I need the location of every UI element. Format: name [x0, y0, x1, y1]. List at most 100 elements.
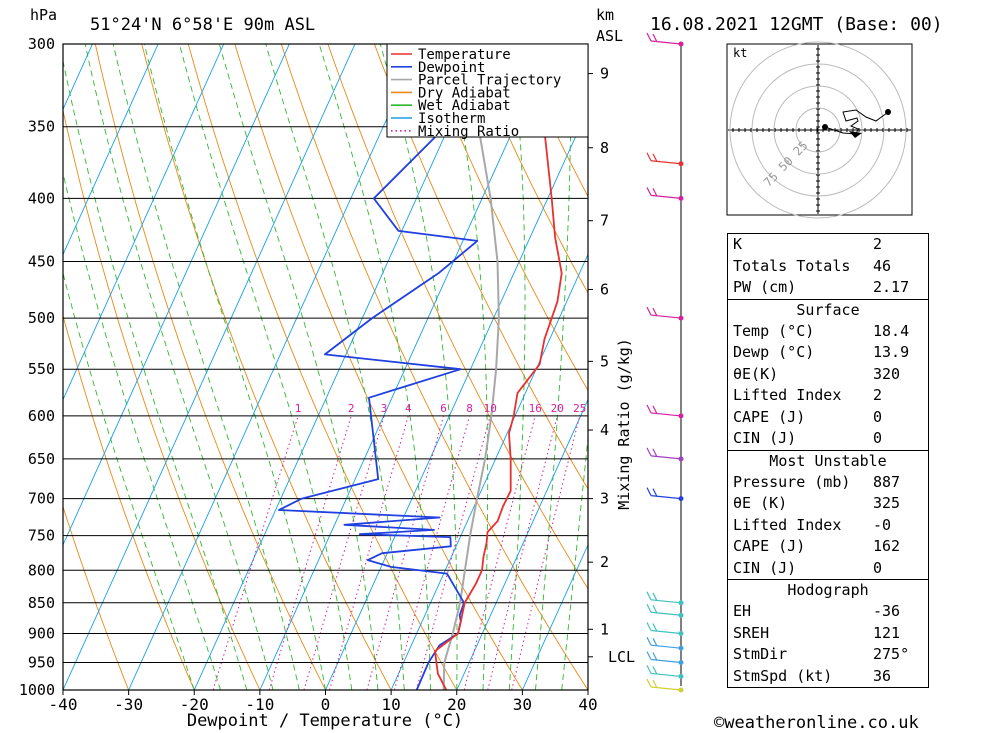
pressure-tick-label: 500 [28, 309, 55, 327]
pressure-tick-label: 550 [28, 360, 55, 378]
index-row: CAPE (J) 0 [728, 407, 928, 429]
wind-barb-dot [678, 496, 684, 502]
x-axis-title: Dewpoint / Temperature (°C) [187, 711, 463, 731]
height-axis: 9 8 7 6 5 4 3 2 1 LCL [588, 65, 635, 666]
legend-label: Dry Adiabat [418, 85, 511, 101]
wind-barb-feather [646, 591, 652, 601]
pressure-unit-label: hPa [30, 6, 57, 24]
wind-barb-feather [646, 678, 652, 688]
index-value: -36 [873, 602, 901, 620]
wind-barb-feather [646, 404, 652, 414]
wet-adiabat [112, 44, 300, 690]
index-row: SREH 121 [728, 623, 928, 645]
index-label: PW (cm) [733, 278, 797, 296]
isotherm [63, 44, 159, 256]
mixing-ratio-label: 4 [405, 402, 412, 415]
wind-barb-feather [646, 447, 652, 457]
wind-barb-feather [646, 665, 652, 674]
pressure-tick-label: 1000 [19, 681, 55, 699]
isotherm [325, 108, 588, 690]
hodograph-start-dot [822, 124, 828, 130]
mixing-ratio-label: 3 [381, 402, 388, 415]
index-value: 18.4 [873, 321, 910, 340]
mixing-ratio-label: 20 [551, 402, 564, 415]
x-tick-label: 20 [447, 695, 466, 714]
mixing-ratio-label: 8 [466, 402, 473, 415]
mixing-ratio-labels: 1 2 3 4 6 8 10 16 20 25 [295, 402, 587, 415]
mixing-ratio-line [212, 415, 299, 690]
wind-barb-feather [646, 306, 652, 316]
isobar-lines [63, 43, 588, 691]
index-label: CAPE (J) [733, 537, 806, 555]
index-row: CIN (J) 0 [728, 558, 928, 580]
legend-box [386, 43, 589, 138]
mixing-ratio-line [329, 415, 409, 690]
wind-barb-dot [678, 315, 684, 321]
dry-adiabat [466, 44, 588, 295]
wet-adiabat [318, 44, 431, 690]
wind-barb-dot [678, 612, 684, 618]
wind-barbs [646, 32, 684, 693]
pressure-axis: 300 350 400 450 500 550 600 650 700 750 800 850 900 9… [19, 35, 55, 699]
index-row: Temp (°C) 18.4 [728, 321, 928, 343]
wind-barb-feather [652, 33, 658, 43]
index-row: CAPE (J) 162 [728, 536, 928, 558]
wind-barb-dot [678, 630, 684, 636]
index-row: StmDir 275° [728, 644, 928, 666]
wind-barb-feather [652, 405, 658, 415]
wet-adiabat [535, 44, 572, 690]
pressure-tick-label: 800 [28, 561, 55, 579]
mixing-ratio-label: 16 [529, 402, 542, 415]
pressure-tick-label: 650 [28, 450, 55, 468]
pressure-tick-label: 400 [28, 189, 55, 207]
wind-barb-dot [678, 41, 684, 47]
index-value: 162 [873, 537, 901, 555]
dry-adiabat [187, 44, 458, 690]
index-label: Temp (°C) [733, 321, 815, 340]
wind-barb-dot [678, 673, 684, 679]
mixing-ratio-label: 1 [295, 402, 302, 415]
wind-barb-feather [646, 487, 652, 496]
wind-barb-dot [678, 645, 684, 651]
hodograph-ring [773, 85, 863, 175]
location-title: 51°24'N 6°58'E 90m ASL [90, 15, 315, 35]
mixing-ratio-axis-title: Mixing Ratio (g/kg) [615, 338, 633, 510]
x-tick-label: -40 [49, 695, 78, 714]
index-label: Totals Totals [733, 256, 851, 275]
hodograph-section: Hodograph EH -36 SREH 121 StmDir 275° StmSp… [728, 579, 928, 687]
dewpoint-line [277, 44, 567, 690]
height-unit-label: km [596, 6, 614, 24]
wind-barb-feather [646, 32, 652, 42]
dry-adiabat [234, 44, 523, 690]
x-tick-label: 30 [513, 695, 532, 714]
index-label: EH [733, 602, 752, 620]
wind-barb-feather [652, 188, 658, 197]
plot-frame [62, 43, 589, 691]
wind-barb-feather [646, 187, 652, 196]
index-row: EH -36 [728, 601, 928, 623]
hodograph-storm-marker [849, 131, 862, 138]
x-tick-label: -10 [245, 695, 274, 714]
wind-barb-feather [646, 622, 652, 631]
index-label: Lifted Index [733, 386, 842, 404]
index-value: 887 [873, 472, 901, 491]
index-value: 320 [873, 364, 901, 383]
section-title: Most Unstable [769, 451, 887, 470]
hodograph-ring [751, 63, 885, 197]
wind-barb-feather [652, 623, 658, 632]
pressure-tick-label: 700 [28, 490, 55, 508]
dry-adiabat [63, 505, 130, 690]
index-value: 2 [873, 386, 883, 404]
mixing-ratio-line [394, 415, 471, 690]
wind-barb [650, 686, 682, 691]
index-row: CIN (J) 0 [728, 428, 928, 450]
index-label: Lifted Index [733, 515, 842, 534]
legend-label: Mixing Ratio [418, 124, 519, 140]
wind-barb [650, 160, 682, 165]
legend-label: Parcel Trajectory [418, 73, 561, 89]
km-tick-label: 4 [600, 421, 609, 439]
mixing-ratio-label: 10 [484, 402, 497, 415]
